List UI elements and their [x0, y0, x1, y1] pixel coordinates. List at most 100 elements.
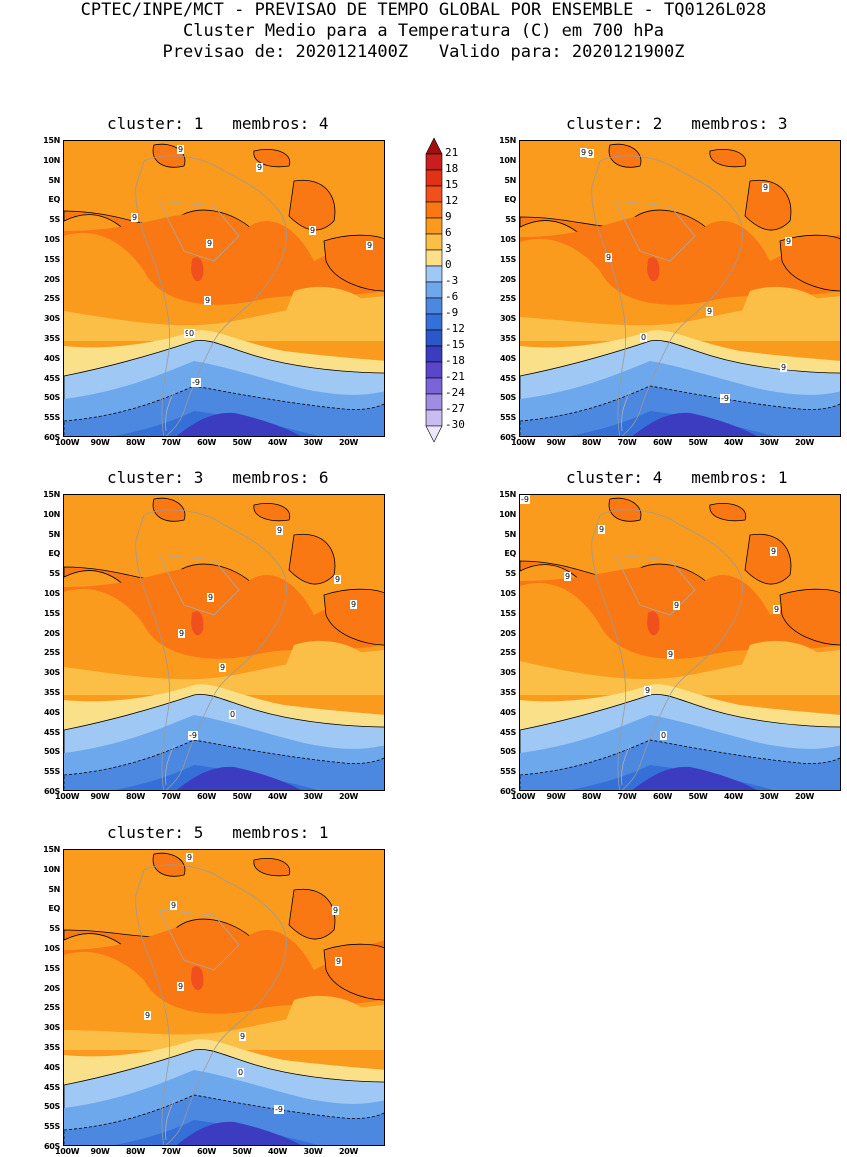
contour-label: 9 — [785, 237, 793, 246]
lat-tick-label: 5N — [48, 175, 60, 185]
colorbar-swatch — [425, 185, 443, 203]
lat-tick-label: 15S — [500, 608, 516, 618]
contour-label: 9 — [564, 572, 572, 581]
lat-tick-label: 55S — [500, 767, 516, 777]
lon-tick-label: 40W — [724, 792, 744, 801]
lat-tick-label: 5N — [504, 175, 516, 185]
contour-label: 9 — [239, 1032, 247, 1041]
panel-title: cluster: 2 membros: 3 — [566, 114, 788, 133]
lat-tick-label: 35S — [500, 334, 516, 343]
lon-tick-label: 20W — [339, 438, 359, 447]
colorbar-level-label: -12 — [445, 322, 465, 335]
lat-tick-label: 15S — [500, 254, 516, 264]
lon-tick-label: 50W — [232, 792, 252, 801]
lat-tick-label: 35S — [44, 1043, 60, 1052]
temperature-map: 9 9 9 9 9 9 0 -9 — [63, 494, 385, 791]
lat-tick-label: 30S — [44, 314, 60, 324]
colorbar-level-label: 3 — [445, 242, 452, 255]
lat-tick-label: 20S — [500, 274, 516, 284]
lat-tick-label: 10S — [44, 944, 60, 953]
lat-tick-label: 10S — [44, 589, 60, 598]
contour-label: 9 — [204, 296, 212, 305]
colorbar-swatch — [425, 169, 443, 187]
lat-tick-label: 30S — [500, 314, 516, 324]
lat-tick-label: 30S — [44, 1023, 60, 1033]
contour-label: 9 — [206, 239, 214, 248]
contour-label: -9 — [188, 731, 198, 740]
colorbar-swatch — [425, 409, 443, 427]
lat-tick-label: 40S — [44, 707, 60, 717]
contour-label: 9 — [207, 593, 215, 602]
contour-label: 9 — [770, 547, 778, 556]
contour-label: 9 — [762, 183, 770, 192]
lon-tick-label: 100W — [55, 792, 80, 801]
contour-label: 9 — [184, 329, 192, 338]
lon-tick-label: 30W — [303, 792, 323, 801]
lon-tick-label: 20W — [795, 438, 815, 447]
colorbar-swatch — [425, 217, 443, 235]
colorbar-level-label: 15 — [445, 178, 459, 191]
contour-label: 9 — [350, 600, 358, 609]
lat-tick-label: 20S — [44, 274, 60, 284]
temperature-map: 999999990-9 — [63, 140, 385, 437]
lon-tick-label: 90W — [546, 792, 566, 801]
contour-label: 9 — [219, 663, 227, 672]
lon-tick-label: 80W — [126, 1147, 146, 1156]
contour-label: 9 — [276, 526, 284, 535]
lat-tick-label: 15N — [43, 845, 60, 854]
lon-tick-label: 80W — [126, 792, 146, 801]
lon-tick-label: 80W — [126, 438, 146, 447]
contour-label: 9 — [587, 149, 595, 158]
colorbar-swatch — [425, 329, 443, 347]
colorbar-level-label: -15 — [445, 338, 465, 351]
contour-label: 9 — [131, 213, 139, 222]
lon-tick-label: 20W — [339, 792, 359, 801]
colorbar-level-label: -9 — [445, 306, 459, 319]
lat-tick-label: 5N — [504, 529, 516, 539]
map-contours — [520, 495, 840, 790]
lon-tick-label: 70W — [161, 438, 181, 447]
contour-label: -9 — [720, 394, 730, 403]
lat-tick-label: 15S — [44, 254, 60, 264]
map-contours — [64, 141, 384, 436]
lat-tick-label: 5N — [48, 529, 60, 539]
lat-tick-label: 60S — [500, 433, 516, 442]
lat-tick-label: 10S — [44, 235, 60, 244]
lat-tick-label: 25S — [500, 648, 516, 658]
contour-label: 9 — [773, 605, 781, 614]
lat-tick-label: 45S — [500, 727, 516, 737]
lon-tick-label: 70W — [161, 792, 181, 801]
colorbar-swatch — [425, 281, 443, 299]
lon-tick-label: 30W — [303, 438, 323, 447]
lat-tick-label: 5S — [49, 215, 60, 225]
lat-tick-label: 40S — [44, 1062, 60, 1072]
colorbar-swatch — [425, 153, 443, 171]
contour-label: 0 — [237, 1068, 245, 1077]
lat-tick-label: 5S — [49, 924, 60, 934]
lat-tick-label: 15S — [44, 608, 60, 618]
lon-tick-label: 60W — [653, 438, 673, 447]
lat-tick-label: 40S — [500, 353, 516, 363]
lon-tick-label: 100W — [55, 1147, 80, 1156]
colorbar-level-label: 18 — [445, 162, 459, 175]
colorbar-swatch — [425, 249, 443, 267]
contour-label: 9 — [332, 906, 340, 915]
lat-tick-label: EQ — [504, 195, 516, 205]
lat-tick-label: 25S — [44, 294, 60, 304]
temperature-map: 9 9 9 9 9 9 9 0 -9 — [63, 849, 385, 1146]
lat-tick-label: 60S — [44, 787, 60, 796]
lat-tick-label: 60S — [500, 787, 516, 796]
lat-tick-label: 10N — [499, 155, 516, 165]
colorbar-swatch — [425, 201, 443, 219]
colorbar-swatch — [425, 265, 443, 283]
contour-label: 9 — [706, 307, 714, 316]
contour-label: 9 — [335, 957, 343, 966]
contour-label: 9 — [580, 148, 588, 157]
header-line-3: Previsao de: 2020121400Z Valido para: 20… — [162, 42, 685, 62]
lon-tick-label: 40W — [268, 438, 288, 447]
lat-tick-label: 50S — [500, 393, 516, 403]
lon-tick-label: 90W — [90, 438, 110, 447]
lat-tick-label: 55S — [44, 1122, 60, 1132]
lon-tick-label: 60W — [197, 438, 217, 447]
contour-label: 0 — [188, 329, 196, 338]
